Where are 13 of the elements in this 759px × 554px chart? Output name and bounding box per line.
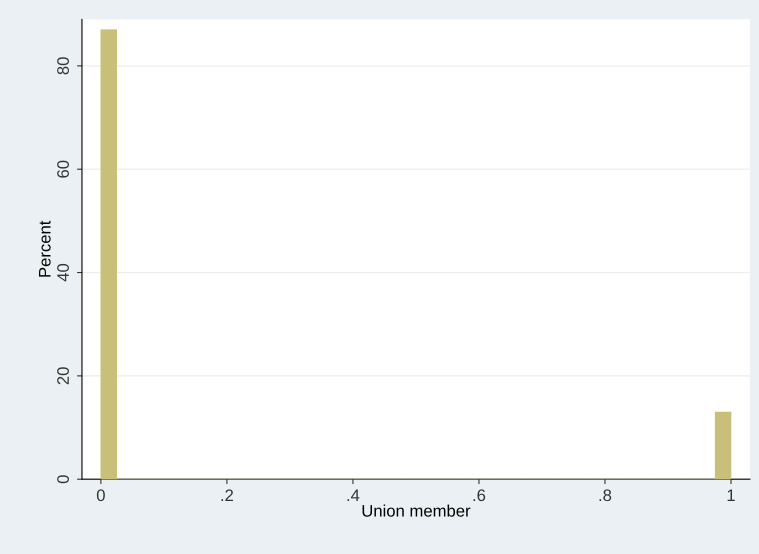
y-tick-label: 80 xyxy=(57,57,69,74)
y-tick-label: 60 xyxy=(57,160,69,178)
y-axis-title: Percent xyxy=(39,220,51,277)
y-tick-label: 0 xyxy=(57,475,69,484)
x-tick-label: .8 xyxy=(600,489,612,502)
x-tick-label: .6 xyxy=(474,489,486,502)
x-tick-label: .4 xyxy=(347,490,360,502)
x-axis-title: Union member xyxy=(362,504,470,517)
y-tick-label: 20 xyxy=(57,367,69,384)
x-tick-label: 1 xyxy=(728,490,735,502)
y-tick-label: 40 xyxy=(57,264,69,282)
x-tick-label: 0 xyxy=(96,489,105,502)
x-tick-label: .2 xyxy=(221,489,234,502)
